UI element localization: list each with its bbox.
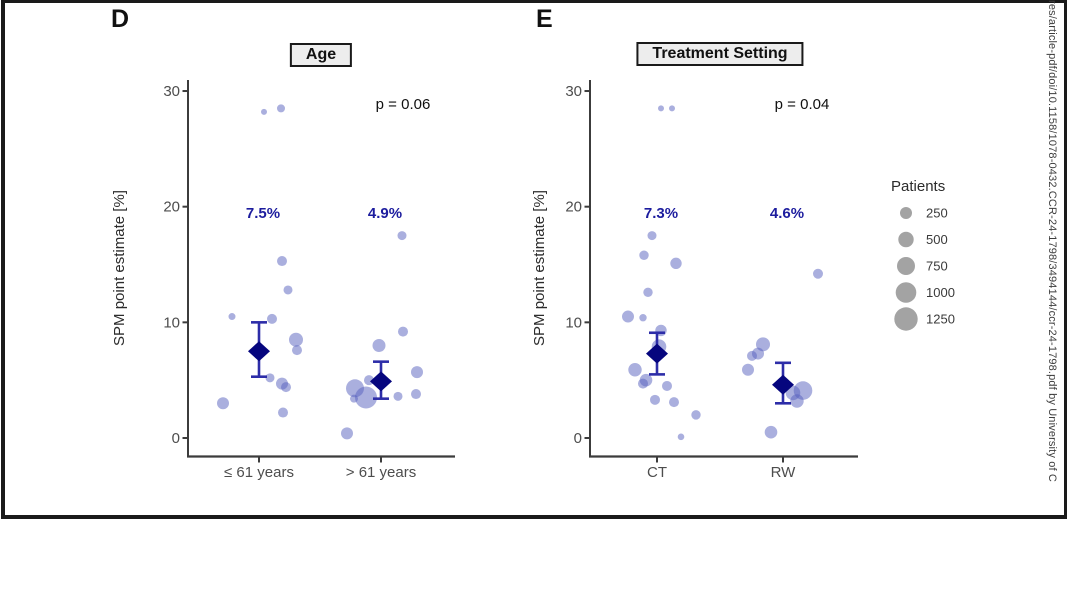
y-tick-label: 20 bbox=[163, 199, 180, 216]
bubble-point bbox=[662, 380, 672, 391]
panel-e-title-box: Treatment Setting bbox=[636, 42, 804, 66]
bubble-point bbox=[764, 425, 778, 439]
legend-bubble bbox=[897, 257, 915, 275]
mean-diamond bbox=[248, 341, 270, 362]
y-tick-label: 10 bbox=[163, 314, 180, 331]
bubble-point bbox=[691, 410, 701, 420]
bubble-point bbox=[747, 350, 757, 361]
y-tick-label: 30 bbox=[163, 83, 180, 100]
panel-e-letter: E bbox=[536, 5, 553, 33]
bubble-point bbox=[267, 313, 277, 324]
category-label: CT bbox=[647, 464, 667, 481]
category-label: > 61 years bbox=[346, 464, 416, 481]
y-tick-label: 0 bbox=[172, 430, 180, 447]
y-tick-label: 30 bbox=[565, 83, 582, 100]
y-tick-label: 10 bbox=[565, 314, 582, 331]
bubble-point bbox=[677, 433, 685, 441]
bubble-point bbox=[411, 389, 421, 400]
legend-bubble bbox=[895, 282, 917, 303]
bubble-point bbox=[638, 378, 648, 389]
mean-percentage-label: 7.5% bbox=[246, 205, 280, 222]
mean-diamond bbox=[772, 374, 794, 395]
mean-diamond bbox=[370, 371, 392, 392]
bubble-point bbox=[217, 397, 229, 410]
bubble-point bbox=[670, 257, 682, 270]
bubble-point bbox=[658, 105, 664, 112]
bubble-point bbox=[261, 108, 267, 115]
bubble-point bbox=[669, 397, 679, 408]
bubble-point bbox=[397, 231, 407, 241]
bubble-point bbox=[355, 386, 377, 409]
pdf-watermark-text: res/article-pdf/doi/10.1158/1078-0432.CC… bbox=[1046, 0, 1058, 482]
legend-size-label: 250 bbox=[926, 206, 948, 221]
bubble-point bbox=[278, 407, 288, 418]
bubble-point bbox=[277, 104, 285, 113]
bubble-point bbox=[372, 338, 386, 352]
bubble-point bbox=[341, 427, 353, 440]
bubble-point bbox=[283, 285, 293, 295]
figure-border-frame bbox=[1, 0, 1067, 519]
bubble-point bbox=[398, 326, 408, 337]
y-axis-title: SPM point estimate [%] bbox=[111, 190, 128, 346]
bubble-point bbox=[790, 394, 804, 408]
mean-percentage-label: 4.9% bbox=[368, 205, 402, 222]
bubble-point bbox=[643, 287, 653, 297]
category-label: ≤ 61 years bbox=[224, 464, 294, 481]
mean-percentage-label: 4.6% bbox=[770, 205, 804, 222]
panel-d-title-box: Age bbox=[289, 43, 353, 67]
mean-percentage-label: 7.3% bbox=[644, 205, 678, 222]
bubble-point bbox=[669, 105, 675, 112]
legend-bubble bbox=[894, 307, 918, 331]
bubble-point bbox=[292, 345, 302, 356]
bubble-point bbox=[350, 394, 358, 403]
legend-bubble bbox=[898, 231, 914, 248]
bubble-point bbox=[265, 373, 275, 383]
bubble-point bbox=[647, 231, 657, 241]
bubble-point bbox=[639, 314, 647, 322]
p-value-label: p = 0.06 bbox=[376, 96, 431, 113]
legend-bubble bbox=[900, 207, 912, 219]
bubble-point bbox=[622, 310, 634, 323]
bubble-point bbox=[277, 256, 287, 267]
bubble-point bbox=[228, 313, 236, 321]
bubble-point bbox=[742, 363, 754, 376]
y-tick-label: 0 bbox=[574, 430, 582, 447]
legend-size-label: 1000 bbox=[926, 285, 955, 300]
bubble-point bbox=[650, 394, 660, 405]
panel-d-letter: D bbox=[111, 5, 130, 33]
legend-size-label: 1250 bbox=[926, 312, 955, 327]
bubble-point bbox=[813, 268, 823, 279]
category-label: RW bbox=[771, 464, 797, 481]
bubble-point bbox=[289, 332, 303, 347]
p-value-label: p = 0.04 bbox=[775, 96, 830, 113]
figure-page: D E Age Treatment Setting 0 10 20 30 SPM poi… bbox=[1, 0, 1067, 519]
legend-size-label: 750 bbox=[926, 259, 948, 274]
y-tick-label: 20 bbox=[565, 199, 582, 216]
legend-title: Patients bbox=[891, 178, 945, 195]
bubble-point bbox=[393, 391, 403, 401]
mean-diamond bbox=[646, 343, 668, 364]
legend-size-label: 500 bbox=[926, 232, 948, 247]
charts-canvas: 0 10 20 30 SPM point estimate [%] p = 0.06 ≤ 6… bbox=[111, 80, 955, 481]
bubble-point bbox=[639, 250, 649, 260]
y-axis-title: SPM point estimate [%] bbox=[531, 190, 548, 346]
bubble-point bbox=[281, 382, 291, 393]
bubble-point bbox=[628, 363, 642, 377]
bubble-point bbox=[411, 366, 423, 379]
